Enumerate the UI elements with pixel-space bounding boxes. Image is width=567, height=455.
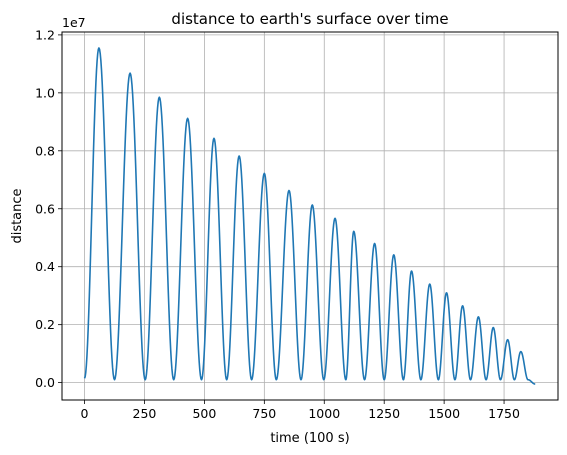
- grid: [62, 32, 558, 400]
- x-tick-label: 1500: [428, 406, 460, 421]
- x-tick-label: 500: [192, 406, 216, 421]
- series-line-0: [83, 47, 536, 385]
- y-tick-label: 0.0: [35, 375, 55, 390]
- chart-title: distance to earth's surface over time: [171, 10, 448, 28]
- plot-frame: [61, 31, 559, 401]
- series-layer: [83, 47, 536, 385]
- x-tick-label: 1750: [488, 406, 520, 421]
- y-tick-label: 1.0: [35, 85, 55, 100]
- x-tick-label: 1000: [308, 406, 340, 421]
- x-tick-label: 1250: [368, 406, 400, 421]
- x-tick-label: 0: [81, 406, 89, 421]
- x-tick-label: 750: [252, 406, 276, 421]
- y-tick-label: 0.4: [35, 259, 55, 274]
- y-tick-label: 1.2: [35, 27, 55, 42]
- y-axis-offset-text: 1e7: [62, 15, 86, 30]
- y-tick-label: 0.8: [35, 143, 55, 158]
- y-tick-label: 0.6: [35, 201, 55, 216]
- x-axis-label: time (100 s): [270, 431, 349, 446]
- x-tick-label: 250: [133, 406, 157, 421]
- ticks: 0 250 500 750 1000 1250 1500 1750 0.0 0.2 0.4 0.6 0.…: [35, 27, 520, 421]
- y-tick-label: 0.2: [35, 317, 55, 332]
- y-axis-label: distance: [10, 188, 25, 243]
